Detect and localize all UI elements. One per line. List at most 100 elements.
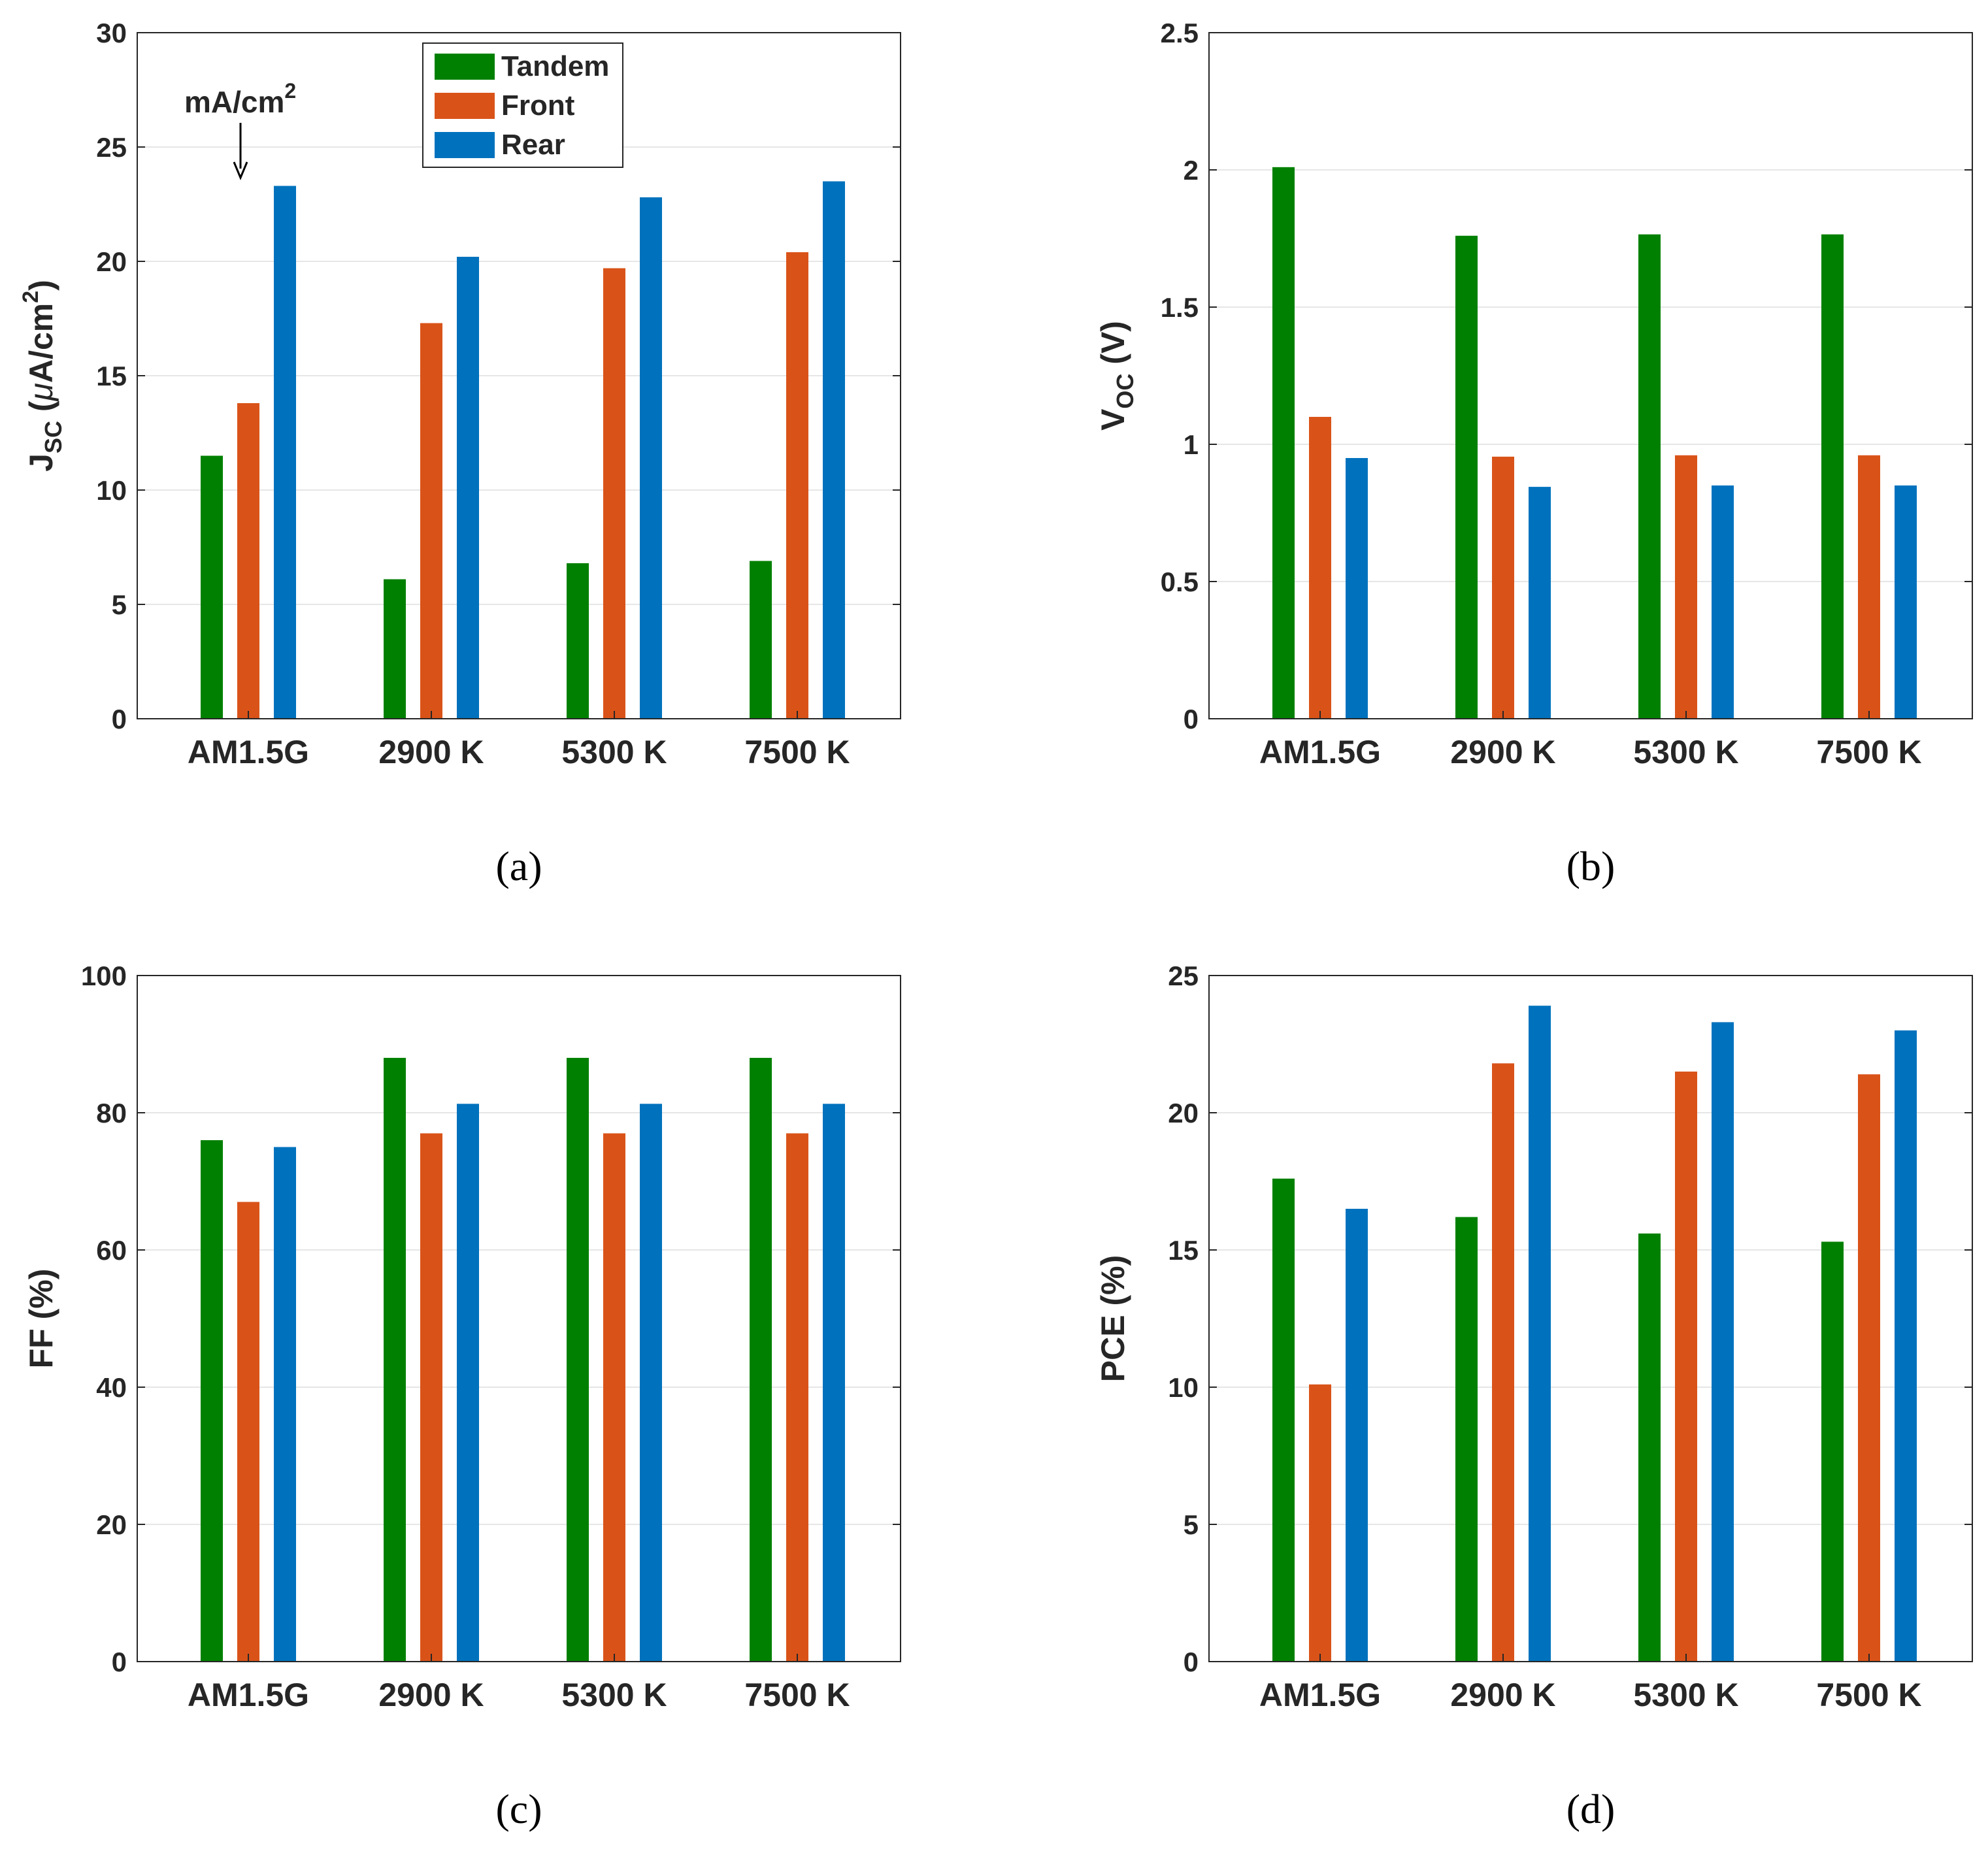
y-axis-title-rest: ( (23, 401, 59, 421)
y-axis-title-main: FF (%) (23, 1269, 59, 1369)
bar-rear (1346, 458, 1368, 719)
bar-tandem (1455, 235, 1478, 719)
annotation-text-main: mA/cm (184, 85, 284, 119)
y-tick-label: 30 (96, 18, 127, 48)
legend-label-front: Front (501, 90, 575, 122)
x-tick-label: 5300 K (1633, 734, 1738, 770)
y-tick-label: 25 (1168, 960, 1199, 991)
y-tick-label: 0 (112, 1647, 127, 1677)
plot-area (137, 976, 901, 1662)
bar-tandem (384, 579, 406, 719)
y-axis-title-unit: A/cm (23, 303, 59, 383)
legend-label-rear: Rear (501, 129, 565, 161)
x-tick-label: 7500 K (744, 734, 850, 770)
bar-rear (1895, 1030, 1917, 1662)
axes-box (1208, 975, 1973, 1662)
y-axis-title-rest: (V) (1095, 321, 1131, 374)
bar-rear (274, 186, 296, 719)
bar-front (603, 1133, 625, 1662)
x-tick-label: 2900 K (378, 734, 484, 770)
y-tick-label: 100 (81, 960, 127, 991)
bar-front (1858, 455, 1880, 719)
annotation: mA/cm2 (184, 79, 296, 180)
y-tick-label: 60 (96, 1235, 127, 1266)
x-tick-label: AM1.5G (1259, 734, 1381, 770)
bar-front (786, 1133, 808, 1662)
y-tick-label: 5 (112, 589, 127, 620)
panel-caption: (a) (495, 843, 542, 889)
bar-front (1492, 1063, 1514, 1662)
annotation-text: mA/cm2 (184, 79, 296, 119)
y-axis-title-main: J (23, 453, 59, 472)
y-tick-label: 20 (96, 1509, 127, 1540)
legend-swatch-rear (435, 132, 495, 158)
y-tick-label: 10 (96, 475, 127, 506)
legend-label-tandem: Tandem (501, 50, 609, 82)
y-tick-label: 40 (96, 1372, 127, 1403)
chart-panel: 0 5 10 15 20 25 AM1.5G 2900 K 5300 K 7500 K PCE (%… (1095, 960, 1973, 1832)
y-axis-title-superscript: 2 (18, 291, 43, 303)
y-axis-title: PCE (%) (1095, 1255, 1131, 1382)
y-tick-label: 5 (1184, 1509, 1199, 1540)
panel-caption: (c) (495, 1786, 542, 1832)
panel-caption: (b) (1566, 843, 1615, 889)
bar-rear (457, 1104, 479, 1662)
legend: Tandem Front Rear (422, 42, 623, 168)
bar-rear (1346, 1209, 1368, 1662)
bar-rear (1529, 1006, 1551, 1662)
axes-box (1208, 32, 1973, 719)
x-tick-label: 5300 K (1633, 1677, 1738, 1713)
y-tick-label: 80 (96, 1098, 127, 1128)
bar-tandem (567, 1058, 589, 1662)
x-tick-label: AM1.5G (1259, 1677, 1381, 1713)
bar-tandem (567, 563, 589, 719)
annotation-arrow-head (233, 161, 248, 180)
bar-front (1309, 1384, 1331, 1662)
x-tick-label: AM1.5G (188, 1677, 309, 1713)
bar-front (603, 268, 625, 719)
bar-rear (274, 1147, 296, 1662)
y-axis-title: JSC (μA/cm2) (18, 280, 67, 472)
bar-rear (823, 181, 845, 719)
bar-tandem (1821, 234, 1844, 719)
bar-front (1675, 1072, 1697, 1662)
x-tick-label: 7500 K (744, 1677, 850, 1713)
chart-panel: 0 20 40 60 80 100 AM1.5G 2900 K 5300 K 7500 K FF (… (23, 960, 901, 1832)
y-axis-title-subscript: OC (1112, 374, 1138, 409)
y-tick-label: 0 (112, 704, 127, 734)
bar-tandem (1272, 1178, 1295, 1662)
bar-rear (457, 257, 479, 719)
x-tick-label: AM1.5G (188, 734, 309, 770)
x-tick-label: 2900 K (378, 1677, 484, 1713)
axes-box (137, 975, 901, 1662)
bar-tandem (1272, 167, 1295, 719)
annotation-text-superscript: 2 (284, 79, 296, 103)
y-tick-label: 20 (96, 246, 127, 277)
bar-rear (640, 197, 662, 719)
y-tick-label: 10 (1168, 1372, 1199, 1403)
y-axis-title-main: V (1095, 408, 1131, 431)
bar-rear (1712, 1022, 1734, 1662)
chart-panel: 0 5 10 15 20 25 30 AM1.5G 2900 K 5300 K 7500 K JSC … (18, 18, 901, 889)
y-tick-label: 15 (1168, 1235, 1199, 1266)
bar-front (1675, 455, 1697, 719)
y-tick-label: 0 (1184, 704, 1199, 734)
bar-tandem (1638, 1233, 1661, 1662)
bar-front (1309, 417, 1331, 719)
bar-front (1492, 456, 1514, 719)
x-tick-label: 7500 K (1816, 1677, 1921, 1713)
y-tick-label: 1 (1184, 429, 1199, 460)
y-tick-label: 2 (1184, 155, 1199, 186)
y-axis-title-subscript: SC (40, 421, 67, 453)
y-axis-title-main: PCE (%) (1095, 1255, 1131, 1382)
bar-front (1858, 1074, 1880, 1662)
bar-rear (1529, 487, 1551, 719)
plot-area (1209, 976, 1972, 1662)
y-axis-title: FF (%) (23, 1269, 59, 1369)
bar-front (420, 1133, 442, 1662)
bar-rear (1895, 485, 1917, 719)
chart-panel: 0 0.5 1 1.5 2 2.5 AM1.5G 2900 K 5300 K 7500 K VOC … (1095, 18, 1973, 889)
legend-swatch-tandem (435, 54, 495, 80)
y-tick-label: 20 (1168, 1098, 1199, 1128)
